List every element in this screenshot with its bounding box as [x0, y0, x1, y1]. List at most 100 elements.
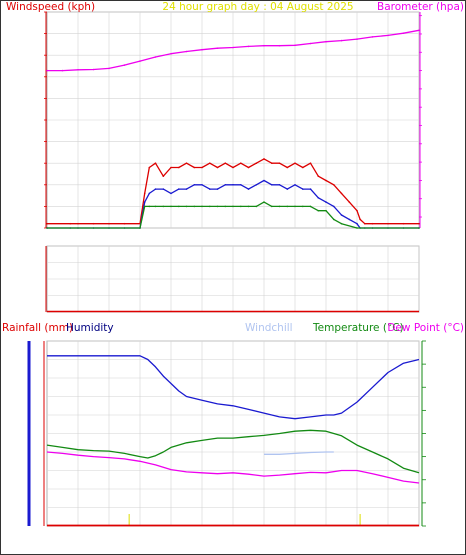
barometer-point: [185, 50, 188, 53]
lull-point: [263, 201, 265, 203]
gust-point: [333, 184, 335, 186]
barometer-point: [309, 42, 312, 45]
temperature-line: [46, 429, 420, 474]
average-point: [240, 184, 242, 186]
lull-point: [255, 205, 258, 208]
lull-point: [185, 205, 188, 208]
average-point: [170, 192, 172, 195]
average-point: [185, 188, 188, 190]
lull-point: [309, 205, 312, 208]
lull-point: [317, 209, 320, 212]
barometer-point: [387, 34, 389, 37]
gust-point: [92, 222, 95, 225]
average-point: [178, 188, 180, 190]
gust-point: [247, 166, 250, 169]
windspeed-axis-label: Windspeed (kph): [6, 1, 95, 13]
barometer-point: [278, 44, 281, 47]
average-point: [263, 179, 265, 182]
barometer-point: [123, 64, 126, 66]
barometer-axis-label: Barometer (hpa): [377, 1, 464, 13]
barometer-point: [356, 38, 358, 40]
gust-point: [232, 166, 234, 169]
average-point: [333, 205, 335, 208]
wind-direction-panel: [45, 245, 420, 313]
lull-point: [232, 205, 234, 208]
gust-point: [46, 222, 48, 225]
grid: [47, 340, 426, 527]
average-point: [216, 188, 219, 190]
lull-point: [224, 205, 227, 208]
series: [46, 29, 420, 229]
gust-point: [143, 192, 146, 195]
gust-point: [185, 162, 188, 164]
gust-point: [69, 222, 72, 225]
barometer-point: [108, 67, 110, 70]
gust-point: [286, 166, 289, 169]
average-point: [325, 201, 327, 203]
gust-point: [209, 162, 211, 164]
barometer-point: [340, 39, 343, 42]
gust-point: [154, 162, 157, 164]
humidity-line: [47, 355, 420, 420]
gust-point: [359, 218, 361, 221]
average-point: [143, 201, 146, 203]
rainfall-axis-label: Rainfall (mm): [2, 322, 73, 334]
lull-point: [139, 227, 141, 229]
barometer-point: [371, 36, 374, 38]
gust-point: [178, 166, 180, 169]
average-point: [317, 197, 320, 199]
barometer-point: [46, 69, 48, 72]
gust-point: [418, 222, 420, 225]
average-point: [255, 184, 258, 186]
gust-point: [348, 201, 351, 203]
lull-point: [271, 205, 273, 208]
lull-point: [154, 205, 157, 208]
lull-point: [178, 205, 180, 208]
lull-point: [278, 205, 281, 208]
gust-point: [193, 166, 196, 169]
gust-point: [170, 166, 172, 169]
barometer-point: [139, 60, 141, 62]
wind-barometer-panel: Windspeed (kph) 24 hour graph day : 04 A…: [6, 1, 464, 229]
average-point: [224, 184, 227, 186]
gust-point: [123, 222, 126, 225]
gust-point: [108, 222, 110, 225]
average-point: [340, 214, 343, 216]
average-point: [209, 188, 211, 190]
dewpoint-line: [46, 451, 420, 484]
humidity-axis-label: Humidity: [66, 322, 114, 334]
gust-point: [340, 192, 343, 195]
barometer-point: [247, 45, 250, 48]
average-point: [294, 184, 296, 186]
grid: [44, 11, 422, 229]
barometer-point: [263, 44, 265, 47]
gust-point: [216, 166, 219, 169]
average-point: [271, 184, 273, 186]
lull-point: [193, 205, 196, 208]
average-point: [162, 188, 165, 190]
average-point: [154, 188, 157, 190]
gust-point: [224, 162, 227, 164]
barometer-point: [216, 47, 219, 49]
barometer-point: [418, 29, 420, 32]
gust-point: [325, 179, 327, 182]
gust-point: [294, 162, 296, 164]
average-point: [309, 188, 312, 190]
gust-point: [201, 166, 203, 169]
barometer-point: [402, 32, 405, 34]
barometer-point: [61, 69, 64, 72]
average-point: [193, 184, 196, 186]
series: [46, 355, 420, 527]
barometer-point: [232, 46, 234, 49]
lull-point: [325, 209, 327, 212]
barometer-point: [154, 56, 157, 58]
average-point: [148, 192, 151, 195]
lull-point: [356, 227, 358, 229]
average-point: [348, 218, 351, 221]
lull-point: [418, 227, 420, 229]
lull-point: [162, 205, 165, 208]
lull-point: [209, 205, 211, 208]
barometer-point: [92, 68, 95, 71]
average-point: [247, 188, 250, 190]
